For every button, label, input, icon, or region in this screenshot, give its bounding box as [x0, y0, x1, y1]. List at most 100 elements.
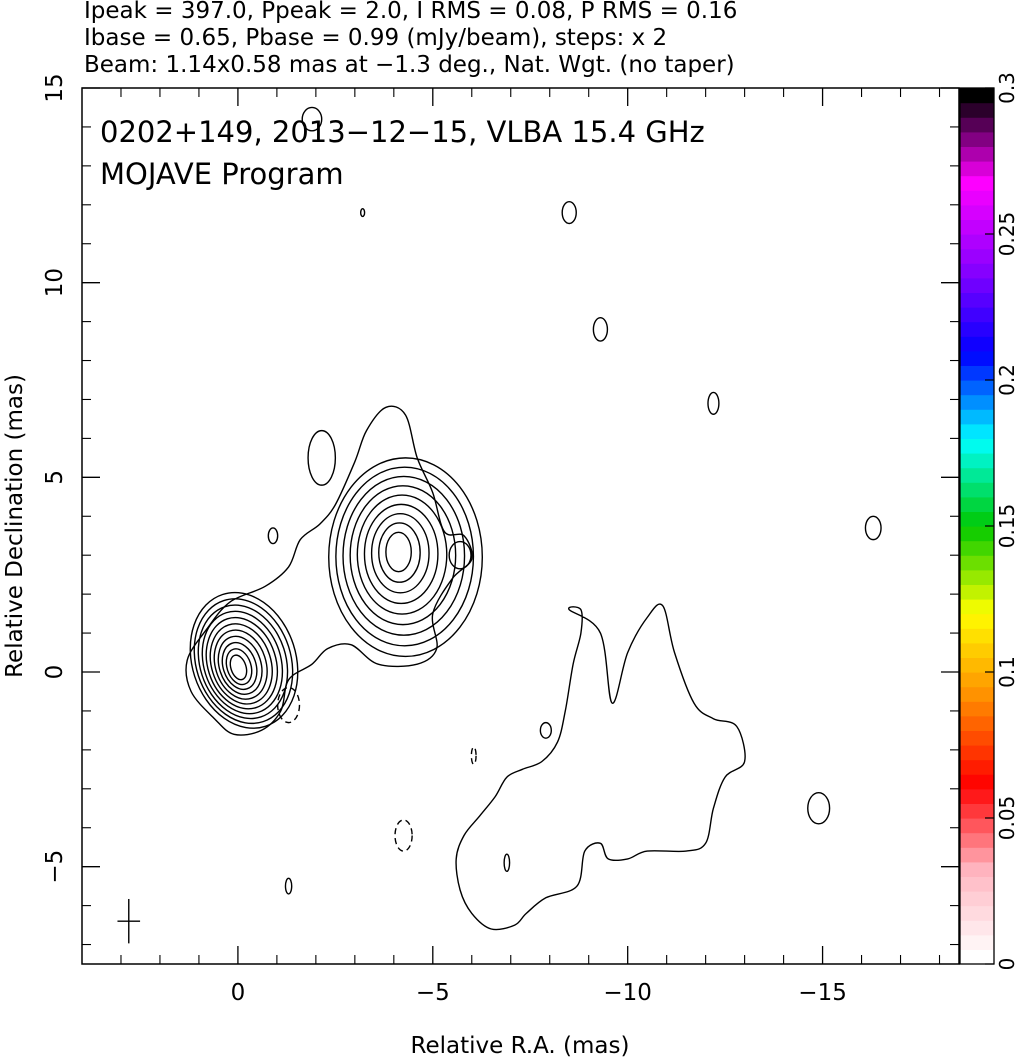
x-axis-label: Relative R.A. (mas): [411, 1033, 630, 1059]
colorbar-tick-label: 0.1: [995, 656, 1019, 688]
header-line-2: Ibase = 0.65, Pbase = 0.99 (mJy/beam), s…: [84, 25, 667, 51]
colorbar-segment: [960, 759, 994, 775]
colorbar-segment: [960, 686, 994, 702]
colorbar-segment: [960, 496, 994, 512]
y-tick-label: −5: [42, 850, 68, 884]
y-tick-label: 10: [42, 268, 68, 297]
x-tick-label: −10: [603, 980, 652, 1006]
colorbar-segment: [960, 788, 994, 804]
colorbar-segment: [960, 175, 994, 191]
x-tick-label: 0: [231, 980, 246, 1006]
colorbar-segment: [960, 409, 994, 425]
knot-contour: [378, 522, 421, 583]
colorbar-segment: [960, 613, 994, 629]
small-contour: [539, 721, 552, 739]
y-axis-label: Relative Declination (mas): [2, 374, 28, 678]
negative-contour: [394, 819, 413, 852]
colorbar-tick-label: 0.2: [995, 364, 1019, 396]
colorbar-segment: [960, 540, 994, 556]
small-contour: [592, 317, 609, 342]
core-contour: [217, 635, 263, 695]
y-tick-label: 15: [42, 73, 68, 102]
colorbar-segment: [960, 891, 994, 907]
y-tick-label: 5: [42, 470, 68, 485]
small-contour: [503, 853, 511, 873]
small-contour: [561, 200, 577, 225]
colorbar-tick-label: 0: [995, 958, 1019, 971]
small-contour: [301, 106, 323, 132]
colorbar-segment: [960, 701, 994, 717]
knot-contour: [328, 457, 484, 658]
blob-contour: [448, 540, 472, 570]
colorbar-segment: [960, 263, 994, 279]
colorbar-segment: [960, 672, 994, 688]
colorbar-tick-label: 0.05: [995, 796, 1019, 841]
blob-contour: [307, 429, 337, 486]
colorbar-segment: [960, 453, 994, 469]
colorbar-segment: [960, 526, 994, 542]
colorbar-segment: [960, 934, 994, 950]
small-contour: [359, 207, 366, 218]
colorbar-segment: [960, 350, 994, 366]
colorbar-segment: [960, 818, 994, 834]
core-contour: [201, 610, 284, 715]
colorbar-segment: [960, 467, 994, 483]
x-tick-label: −5: [416, 980, 450, 1006]
colorbar-segment: [960, 88, 994, 104]
knot-contour: [342, 475, 466, 636]
y-tick-label: 0: [42, 665, 68, 680]
core-contour: [225, 648, 253, 686]
colorbar-segment: [960, 774, 994, 790]
diffuse-region-contour: [455, 603, 746, 931]
colorbar-segment: [960, 511, 994, 527]
colorbar-segment: [960, 146, 994, 162]
program-annotation: MOJAVE Program: [100, 157, 344, 191]
colorbar-segment: [960, 438, 994, 454]
beam-marker: [117, 898, 141, 944]
colorbar-segment: [960, 219, 994, 235]
knot-contour: [370, 512, 430, 594]
colorbar-tick-label: 0.3: [995, 72, 1019, 104]
small-contour: [267, 527, 279, 545]
x-tick-label: −15: [798, 980, 847, 1006]
colorbar-segment: [960, 803, 994, 819]
colorbar-segment: [960, 321, 994, 337]
colorbar-segment: [960, 569, 994, 585]
negative-contour: [276, 686, 301, 724]
colorbar-segment: [960, 394, 994, 410]
small-contour: [707, 391, 720, 415]
axis-ticks: 0 −5 −10 −15 −5 0 5 10 15: [42, 73, 959, 1006]
core-contour: [209, 623, 273, 705]
core-contour: [229, 654, 248, 681]
colorbar-segment: [960, 876, 994, 892]
core-contour: [197, 604, 289, 720]
colorbar-segment: [960, 730, 994, 746]
colorbar-segment: [960, 745, 994, 761]
plot-frame: [81, 87, 960, 965]
small-contour: [807, 791, 831, 825]
colorbar-segment: [960, 277, 994, 293]
colorbar-segment: [960, 657, 994, 673]
header-line-1: Ipeak = 397.0, Ppeak = 2.0, I RMS = 0.08…: [84, 0, 737, 24]
colorbar-segment: [960, 905, 994, 921]
colorbar-segment: [960, 336, 994, 352]
colorbar-segment: [960, 832, 994, 848]
colorbar-segment: [960, 861, 994, 877]
colorbar-segment: [960, 292, 994, 308]
knot-contour: [335, 466, 475, 647]
colorbar-segment: [960, 204, 994, 220]
knot-contour: [363, 503, 439, 605]
knot-contour: [349, 485, 457, 626]
colorbar-segment: [960, 628, 994, 644]
colorbar-segment: [960, 248, 994, 264]
negative-contour: [470, 746, 477, 765]
knot-contour: [385, 531, 412, 573]
colorbar-segment: [960, 307, 994, 323]
colorbar-segment: [960, 642, 994, 658]
colorbar-segment: [960, 161, 994, 177]
colorbar-segment: [960, 117, 994, 133]
colorbar-segment: [960, 847, 994, 863]
colorbar-segment: [960, 190, 994, 206]
colorbar-segment: [960, 482, 994, 498]
